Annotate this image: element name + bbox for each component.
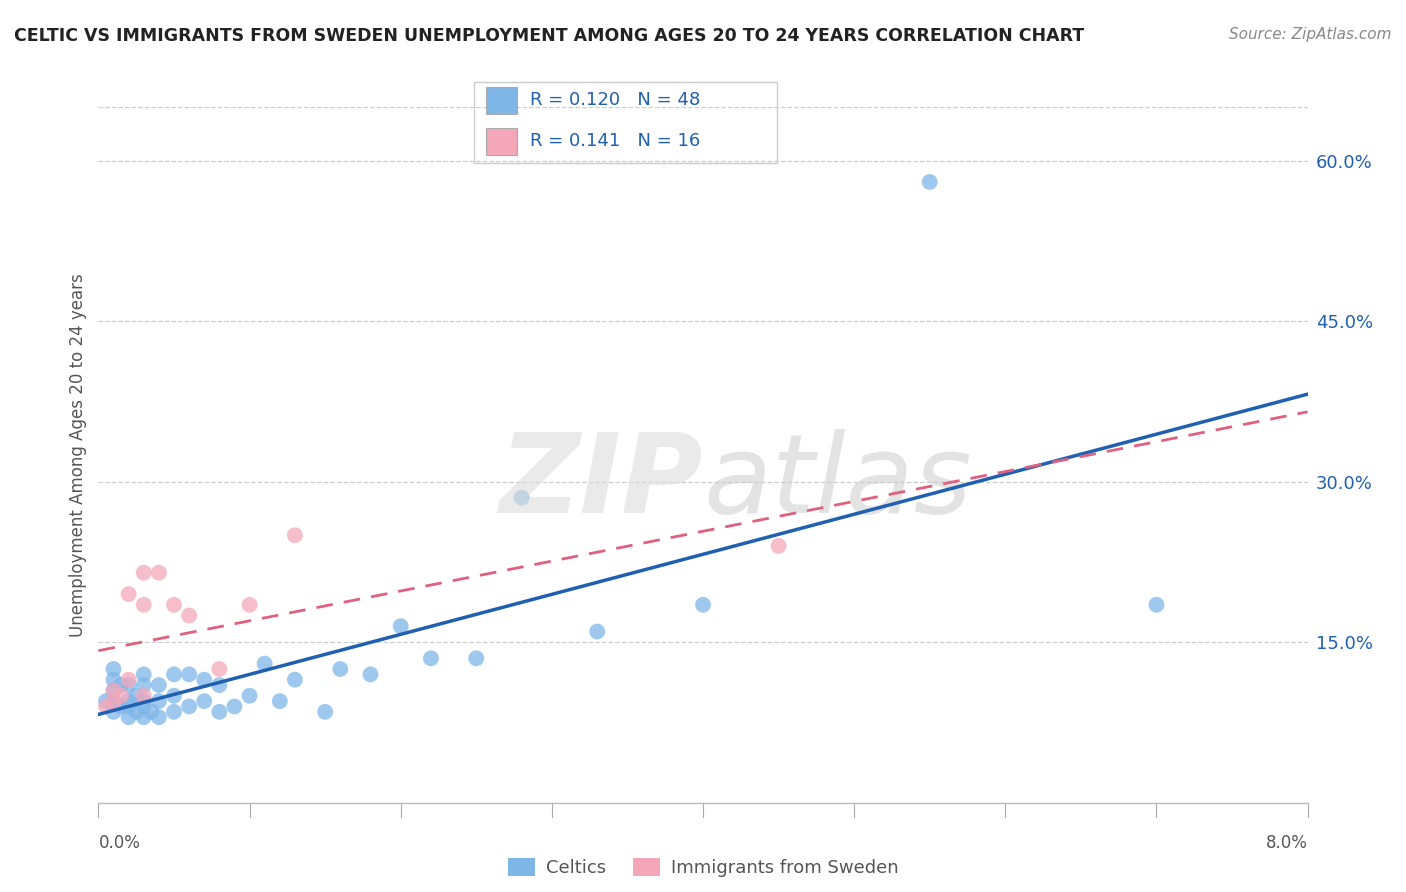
Point	[239, 598, 262, 612]
Point	[103, 705, 125, 719]
Point	[132, 598, 155, 612]
Point	[125, 705, 148, 719]
Point	[253, 657, 276, 671]
Text: 0.0%: 0.0%	[98, 834, 141, 852]
Point	[163, 598, 186, 612]
Point	[118, 587, 141, 601]
Point	[132, 566, 155, 580]
Point	[132, 678, 155, 692]
Point	[103, 694, 125, 708]
Point	[118, 678, 141, 692]
Text: 8.0%: 8.0%	[1265, 834, 1308, 852]
Point	[110, 699, 132, 714]
FancyBboxPatch shape	[486, 128, 517, 155]
Point	[132, 694, 155, 708]
Point	[1146, 598, 1168, 612]
Legend: Celtics, Immigrants from Sweden: Celtics, Immigrants from Sweden	[501, 850, 905, 884]
Point	[148, 566, 170, 580]
Point	[918, 175, 941, 189]
Point	[132, 689, 155, 703]
Point	[132, 710, 155, 724]
Point	[208, 678, 231, 692]
Point	[103, 683, 125, 698]
Text: CELTIC VS IMMIGRANTS FROM SWEDEN UNEMPLOYMENT AMONG AGES 20 TO 24 YEARS CORRELAT: CELTIC VS IMMIGRANTS FROM SWEDEN UNEMPLO…	[14, 27, 1084, 45]
Point	[110, 678, 132, 692]
Point	[510, 491, 533, 505]
Point	[118, 673, 141, 687]
Point	[132, 699, 155, 714]
Point	[179, 699, 201, 714]
Point	[314, 705, 336, 719]
FancyBboxPatch shape	[486, 87, 517, 114]
Text: ZIP: ZIP	[499, 429, 703, 536]
Point	[284, 528, 307, 542]
Point	[389, 619, 412, 633]
Text: atlas: atlas	[703, 429, 972, 536]
Point	[193, 673, 215, 687]
Point	[94, 699, 117, 714]
Point	[103, 662, 125, 676]
Point	[103, 694, 125, 708]
Point	[118, 694, 141, 708]
Text: R = 0.120   N = 48: R = 0.120 N = 48	[530, 91, 700, 109]
Point	[141, 705, 163, 719]
Point	[118, 710, 141, 724]
Point	[360, 667, 382, 681]
Point	[94, 694, 117, 708]
Text: Source: ZipAtlas.com: Source: ZipAtlas.com	[1229, 27, 1392, 42]
Point	[179, 608, 201, 623]
Point	[239, 689, 262, 703]
Point	[208, 662, 231, 676]
Point	[103, 673, 125, 687]
Point	[420, 651, 443, 665]
Point	[586, 624, 609, 639]
Point	[224, 699, 246, 714]
Point	[768, 539, 790, 553]
Point	[692, 598, 714, 612]
Point	[148, 710, 170, 724]
Point	[163, 705, 186, 719]
Point	[329, 662, 352, 676]
Point	[110, 689, 132, 703]
Point	[208, 705, 231, 719]
Point	[103, 683, 125, 698]
Text: R = 0.141   N = 16: R = 0.141 N = 16	[530, 132, 700, 150]
Point	[163, 667, 186, 681]
Point	[465, 651, 488, 665]
Y-axis label: Unemployment Among Ages 20 to 24 years: Unemployment Among Ages 20 to 24 years	[69, 273, 87, 637]
Point	[284, 673, 307, 687]
Point	[269, 694, 291, 708]
Point	[179, 667, 201, 681]
Point	[148, 694, 170, 708]
Point	[148, 678, 170, 692]
Point	[118, 699, 141, 714]
Point	[163, 689, 186, 703]
Point	[193, 694, 215, 708]
Point	[125, 689, 148, 703]
Point	[132, 667, 155, 681]
